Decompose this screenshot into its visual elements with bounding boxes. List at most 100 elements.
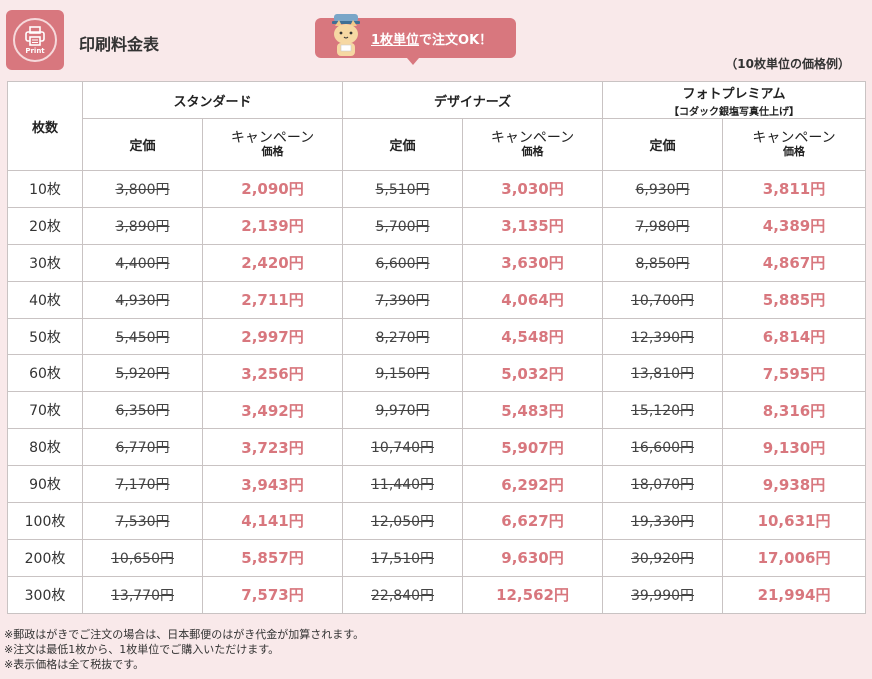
promo-highlight: 1枚単位 — [371, 33, 420, 48]
photo-list-price: 18,070円 — [602, 465, 724, 504]
qty-cell: 300枚 — [7, 575, 83, 614]
campaign-label-price: 価格 — [521, 144, 544, 158]
standard-list-price: 13,770円 — [82, 575, 203, 614]
standard-campaign-price: 2,139円 — [201, 206, 344, 245]
table-row: 100枚 7,530円 4,141円 12,050円 6,627円 19,330… — [7, 502, 867, 540]
qty-cell: 100枚 — [7, 502, 83, 540]
photo-campaign-price: 17,006円 — [722, 538, 867, 577]
campaign-price-header: キャンペーン 価格 — [722, 118, 867, 171]
table-row: 90枚 7,170円 3,943円 11,440円 6,292円 18,070円… — [7, 465, 867, 504]
designers-campaign-price: 6,627円 — [462, 502, 604, 540]
designers-campaign-price: 3,030円 — [462, 170, 604, 208]
qty-cell: 50枚 — [7, 317, 83, 356]
designers-campaign-price: 4,548円 — [462, 317, 604, 356]
designers-campaign-price: 6,292円 — [462, 465, 604, 504]
table-row: 300枚 13,770円 7,573円 22,840円 12,562円 39,9… — [7, 575, 867, 614]
promo-rest: で注文OK！ — [419, 33, 493, 48]
standard-list-price: 6,770円 — [82, 428, 203, 467]
qty-cell: 60枚 — [7, 354, 83, 393]
designers-campaign-price: 9,630円 — [462, 538, 604, 577]
designers-list-price: 9,150円 — [342, 354, 464, 393]
qty-cell: 90枚 — [7, 465, 83, 504]
standard-list-price: 10,650円 — [82, 538, 203, 577]
designers-list-price: 8,270円 — [342, 317, 464, 356]
photo-campaign-price: 4,867円 — [722, 243, 867, 282]
price-table: 枚数 スタンダード デザイナーズ フォトプレミアム 【コダック銀塩写真仕上げ】 定… — [7, 81, 867, 614]
standard-campaign-price: 4,141円 — [201, 502, 344, 540]
qty-cell: 40枚 — [7, 280, 83, 319]
standard-campaign-price: 2,997円 — [201, 317, 344, 356]
photo-list-price: 7,980円 — [602, 206, 724, 245]
standard-list-price: 5,450円 — [82, 317, 203, 356]
plan-subtitle: 【コダック銀塩写真仕上げ】 — [669, 106, 800, 118]
photo-list-price: 15,120円 — [602, 391, 724, 430]
designers-list-price: 10,740円 — [342, 428, 464, 467]
standard-campaign-price: 3,723円 — [201, 428, 344, 467]
standard-list-price: 4,930円 — [82, 280, 203, 319]
list-price-header: 定価 — [342, 118, 464, 171]
logo-word: Print — [25, 46, 45, 55]
standard-list-price: 3,890円 — [82, 206, 203, 245]
printer-icon — [25, 25, 45, 46]
photo-campaign-price: 4,389円 — [722, 206, 867, 245]
standard-list-price: 7,530円 — [82, 502, 203, 540]
designers-campaign-price: 3,135円 — [462, 206, 604, 245]
standard-list-price: 7,170円 — [82, 465, 203, 504]
table-row: 20枚 3,890円 2,139円 5,700円 3,135円 7,980円 4… — [7, 206, 867, 245]
designers-list-price: 5,700円 — [342, 206, 464, 245]
photo-list-price: 39,990円 — [602, 575, 724, 614]
standard-campaign-price: 3,943円 — [201, 465, 344, 504]
designers-campaign-price: 12,562円 — [462, 575, 604, 614]
standard-list-price: 5,920円 — [82, 354, 203, 393]
qty-cell: 20枚 — [7, 206, 83, 245]
page-title: 印刷料金表 — [79, 35, 160, 54]
footnote: ※表示価格は全て税抜です。 — [4, 658, 145, 671]
photo-list-price: 19,330円 — [602, 502, 724, 540]
designers-list-price: 22,840円 — [342, 575, 464, 614]
designers-list-price: 7,390円 — [342, 280, 464, 319]
table-row: 60枚 5,920円 3,256円 9,150円 5,032円 13,810円 … — [7, 354, 867, 393]
print-logo: Print — [6, 10, 64, 70]
qty-header: 枚数 — [7, 81, 83, 171]
table-header-row: 枚数 スタンダード デザイナーズ フォトプレミアム 【コダック銀塩写真仕上げ】 — [7, 81, 867, 171]
standard-list-price: 3,800円 — [82, 170, 203, 208]
footnote: ※郵政はがきでご注文の場合は、日本郵便のはがき代金が加算されます。 — [4, 628, 365, 641]
standard-campaign-price: 7,573円 — [201, 575, 344, 614]
designers-campaign-price: 5,032円 — [462, 354, 604, 393]
table-subheader-row: 定価 キャンペーン 価格 定価 キャンペーン 価格 定価 キャンペーン 価格 — [8, 118, 867, 171]
table-row: 40枚 4,930円 2,711円 7,390円 4,064円 10,700円 … — [7, 280, 867, 319]
qty-cell: 200枚 — [7, 538, 83, 577]
photo-list-price: 10,700円 — [602, 280, 724, 319]
designers-campaign-price: 5,907円 — [462, 428, 604, 467]
designers-list-price: 12,050円 — [342, 502, 464, 540]
standard-list-price: 4,400円 — [82, 243, 203, 282]
standard-campaign-price: 3,256円 — [201, 354, 344, 393]
standard-campaign-price: 3,492円 — [201, 391, 344, 430]
standard-campaign-price: 5,857円 — [201, 538, 344, 577]
standard-list-price: 6,350円 — [82, 391, 203, 430]
photo-list-price: 16,600円 — [602, 428, 724, 467]
campaign-label: キャンペーン — [230, 129, 315, 146]
photo-list-price: 30,920円 — [602, 538, 724, 577]
photo-campaign-price: 8,316円 — [722, 391, 867, 430]
table-row: 200枚 10,650円 5,857円 17,510円 9,630円 30,92… — [7, 538, 867, 577]
printer-icon-ring: Print — [13, 18, 57, 62]
promo-text: 1枚単位で注文OK！ — [371, 29, 492, 48]
qty-cell: 30枚 — [7, 243, 83, 282]
footnote: ※注文は最低1枚から、1枚単位でご購入いただけます。 — [4, 643, 280, 656]
campaign-label-price: 価格 — [783, 144, 806, 158]
photo-campaign-price: 7,595円 — [722, 354, 867, 393]
list-price-header: 定価 — [82, 118, 203, 171]
designers-list-price: 5,510円 — [342, 170, 464, 208]
photo-campaign-price: 10,631円 — [722, 502, 867, 540]
qty-cell: 10枚 — [7, 170, 83, 208]
designers-list-price: 9,970円 — [342, 391, 464, 430]
campaign-price-header: キャンペーン 価格 — [462, 118, 604, 171]
photo-campaign-price: 9,130円 — [722, 428, 867, 467]
table-row: 50枚 5,450円 2,997円 8,270円 4,548円 12,390円 … — [7, 317, 867, 356]
plan-name: スタンダード — [173, 94, 252, 110]
standard-campaign-price: 2,711円 — [201, 280, 344, 319]
designers-campaign-price: 3,630円 — [462, 243, 604, 282]
campaign-label: キャンペーン — [490, 129, 575, 146]
photo-campaign-price: 9,938円 — [722, 465, 867, 504]
